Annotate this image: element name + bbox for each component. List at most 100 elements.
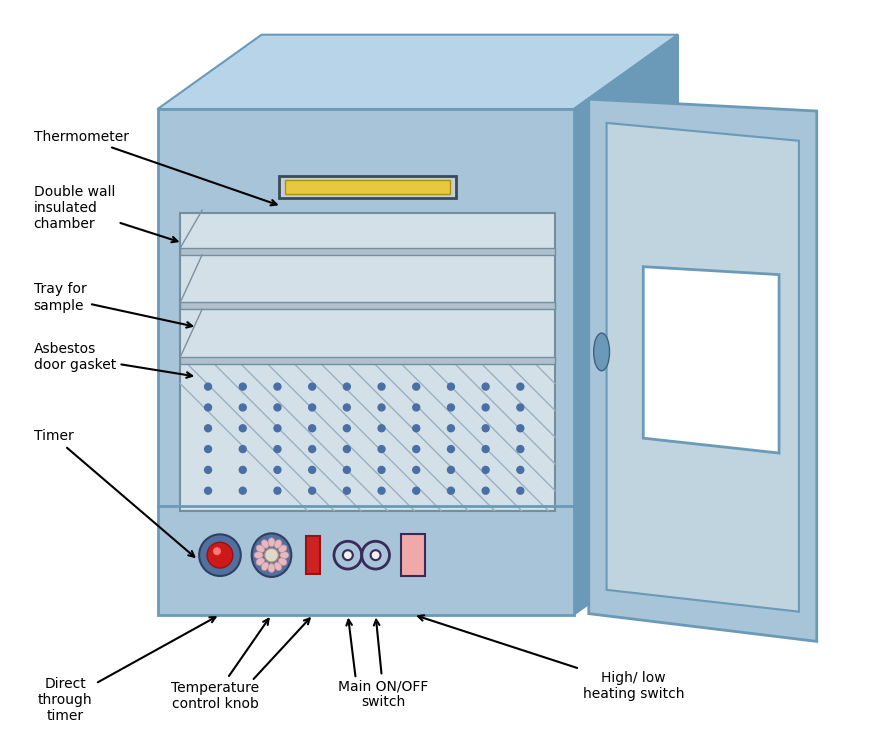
Ellipse shape <box>274 562 282 570</box>
Text: High/ low
heating switch: High/ low heating switch <box>418 615 685 701</box>
Polygon shape <box>574 35 678 614</box>
Circle shape <box>517 383 524 390</box>
Circle shape <box>274 404 281 411</box>
Polygon shape <box>157 35 678 109</box>
Circle shape <box>239 404 246 411</box>
Circle shape <box>239 445 246 453</box>
Circle shape <box>343 445 350 453</box>
Circle shape <box>517 404 524 411</box>
Circle shape <box>447 425 454 431</box>
Ellipse shape <box>254 552 263 559</box>
Circle shape <box>378 383 385 390</box>
Ellipse shape <box>594 333 610 370</box>
Circle shape <box>412 383 420 390</box>
Ellipse shape <box>256 545 265 553</box>
Ellipse shape <box>278 545 287 553</box>
Text: Asbestos
door gasket: Asbestos door gasket <box>34 342 192 378</box>
Circle shape <box>482 404 489 411</box>
Circle shape <box>517 425 524 431</box>
Circle shape <box>308 467 316 473</box>
Circle shape <box>308 383 316 390</box>
Circle shape <box>482 425 489 431</box>
Circle shape <box>482 383 489 390</box>
Text: Timer: Timer <box>34 429 195 557</box>
Polygon shape <box>157 109 574 614</box>
Text: Double wall
insulated
chamber: Double wall insulated chamber <box>34 185 178 243</box>
Circle shape <box>199 534 241 576</box>
Circle shape <box>447 487 454 494</box>
Ellipse shape <box>274 539 282 548</box>
Circle shape <box>204 467 212 473</box>
Circle shape <box>378 467 385 473</box>
Circle shape <box>343 551 353 560</box>
Polygon shape <box>589 99 817 642</box>
Ellipse shape <box>268 564 275 573</box>
Ellipse shape <box>278 558 287 565</box>
Text: Thermometer: Thermometer <box>34 130 276 205</box>
Circle shape <box>239 487 246 494</box>
Ellipse shape <box>256 558 265 565</box>
Circle shape <box>343 487 350 494</box>
Ellipse shape <box>252 534 292 577</box>
Circle shape <box>308 425 316 431</box>
Circle shape <box>371 551 380 560</box>
Circle shape <box>517 467 524 473</box>
Circle shape <box>265 548 278 562</box>
Circle shape <box>274 425 281 431</box>
Circle shape <box>204 425 212 431</box>
Bar <box>285 180 450 194</box>
Circle shape <box>482 467 489 473</box>
Circle shape <box>378 487 385 494</box>
Circle shape <box>274 487 281 494</box>
Circle shape <box>447 445 454 453</box>
Circle shape <box>204 383 212 390</box>
Bar <box>180 302 555 309</box>
Circle shape <box>204 404 212 411</box>
Circle shape <box>412 425 420 431</box>
Ellipse shape <box>280 552 289 559</box>
Bar <box>180 357 555 364</box>
Circle shape <box>378 425 385 431</box>
Circle shape <box>343 425 350 431</box>
Bar <box>180 248 555 255</box>
Circle shape <box>412 467 420 473</box>
Bar <box>401 534 425 576</box>
Circle shape <box>447 383 454 390</box>
Text: Tray for
sample: Tray for sample <box>34 282 192 328</box>
Circle shape <box>378 445 385 453</box>
Polygon shape <box>606 123 799 612</box>
Circle shape <box>204 445 212 453</box>
Circle shape <box>343 404 350 411</box>
Text: Main ON/OFF
switch: Main ON/OFF switch <box>339 620 428 709</box>
Circle shape <box>239 425 246 431</box>
Polygon shape <box>180 213 555 511</box>
Ellipse shape <box>261 562 268 570</box>
Circle shape <box>213 548 221 555</box>
Ellipse shape <box>261 539 268 548</box>
Circle shape <box>517 487 524 494</box>
Circle shape <box>412 487 420 494</box>
Text: Direct
through
timer: Direct through timer <box>38 617 215 723</box>
Circle shape <box>274 445 281 453</box>
Text: Temperature
control knob: Temperature control knob <box>171 619 268 711</box>
Bar <box>306 537 320 574</box>
Circle shape <box>274 467 281 473</box>
Ellipse shape <box>268 538 275 547</box>
Circle shape <box>447 467 454 473</box>
Circle shape <box>239 467 246 473</box>
Circle shape <box>207 542 233 568</box>
Circle shape <box>308 445 316 453</box>
Circle shape <box>447 404 454 411</box>
Circle shape <box>482 487 489 494</box>
Circle shape <box>412 404 420 411</box>
Circle shape <box>308 404 316 411</box>
Circle shape <box>378 404 385 411</box>
Circle shape <box>204 487 212 494</box>
Circle shape <box>274 383 281 390</box>
Circle shape <box>343 467 350 473</box>
Polygon shape <box>644 267 779 453</box>
Circle shape <box>482 445 489 453</box>
Circle shape <box>308 487 316 494</box>
Circle shape <box>412 445 420 453</box>
Circle shape <box>517 445 524 453</box>
